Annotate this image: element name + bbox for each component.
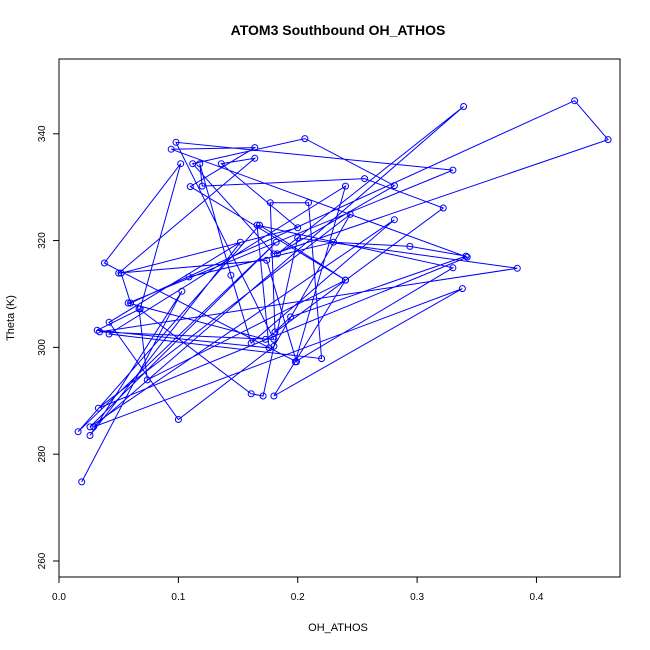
data-point [390,182,398,190]
data-point [90,423,98,431]
data-point [217,160,225,168]
x-tick-label: 0.1 [171,592,185,603]
data-point [330,238,337,246]
data-point [78,478,86,486]
data-point [93,326,101,334]
data-point [270,335,278,343]
data-point [458,285,466,293]
data-point [342,276,349,284]
data-point [172,138,180,146]
plot-area-border [58,58,621,578]
data-point [259,392,267,400]
data-point [271,328,279,336]
data-point [571,97,579,105]
x-tick-label: 0.3 [410,592,424,603]
data-point [439,204,447,212]
data-point [143,376,151,384]
x-axis: 0.0 0.1 0.2 0.3 0.4 [52,577,544,603]
data-point [462,252,470,260]
series-lines [77,100,609,483]
data-point [167,145,175,153]
data-point [270,250,278,258]
data-point [74,428,82,436]
data-point [318,355,326,363]
data-point [253,221,261,229]
data-point [265,344,273,352]
y-tick-label: 260 [37,552,48,569]
x-tick-label: 0.2 [291,592,305,603]
data-point [127,299,135,307]
data-point [273,250,281,258]
y-tick-label: 340 [37,125,48,142]
y-axis-label: Theta (K) [5,295,17,341]
series-points [74,97,612,486]
data-point [305,199,312,207]
data-point [124,299,132,307]
data-point [294,224,302,232]
data-point [196,160,204,168]
data-point [390,216,398,224]
data-point [227,271,235,279]
data-point [251,154,259,162]
data-point [449,264,457,272]
data-point [178,287,186,295]
data-point [449,166,457,174]
data-point [460,103,468,110]
data-point [262,335,269,343]
data-point [236,238,244,246]
data-point [115,269,123,277]
data-point [513,264,521,272]
data-point [251,144,259,152]
y-tick-label: 280 [37,445,48,462]
data-point [270,342,278,350]
y-tick-label: 320 [37,232,48,249]
data-point [247,390,255,398]
data-point [198,182,206,190]
data-point [189,160,197,168]
data-point [346,210,354,218]
data-point [301,135,309,143]
data-point [287,313,295,321]
y-axis: 260 280 300 320 340 [37,125,59,569]
data-point [86,432,94,439]
data-point [105,330,113,338]
chart-title: ATOM3 Southbound OH_ATHOS [231,22,446,38]
data-point [266,199,274,207]
x-tick-label: 0.0 [52,592,66,603]
data-point [186,183,194,191]
data-point [100,259,108,267]
data-point [174,416,182,423]
data-point [86,423,94,431]
data-point [342,182,349,190]
data-point [185,273,193,281]
data-point [256,221,263,229]
data-point [291,358,299,366]
data-point [272,238,280,246]
x-axis-label: OH_ATHOS [308,622,368,634]
data-point [117,269,125,277]
data-point [463,253,471,261]
data-point [136,305,144,313]
data-point [247,339,255,347]
data-point [270,392,278,400]
data-point [94,404,102,412]
data-point [177,160,185,168]
data-point [294,234,302,242]
y-tick-label: 300 [37,339,48,356]
x-tick-label: 0.4 [529,592,543,603]
data-point [105,318,113,326]
data-point [406,242,414,250]
data-point [361,175,369,183]
data-point [263,256,271,264]
data-point [604,136,612,144]
series-line [77,100,609,483]
